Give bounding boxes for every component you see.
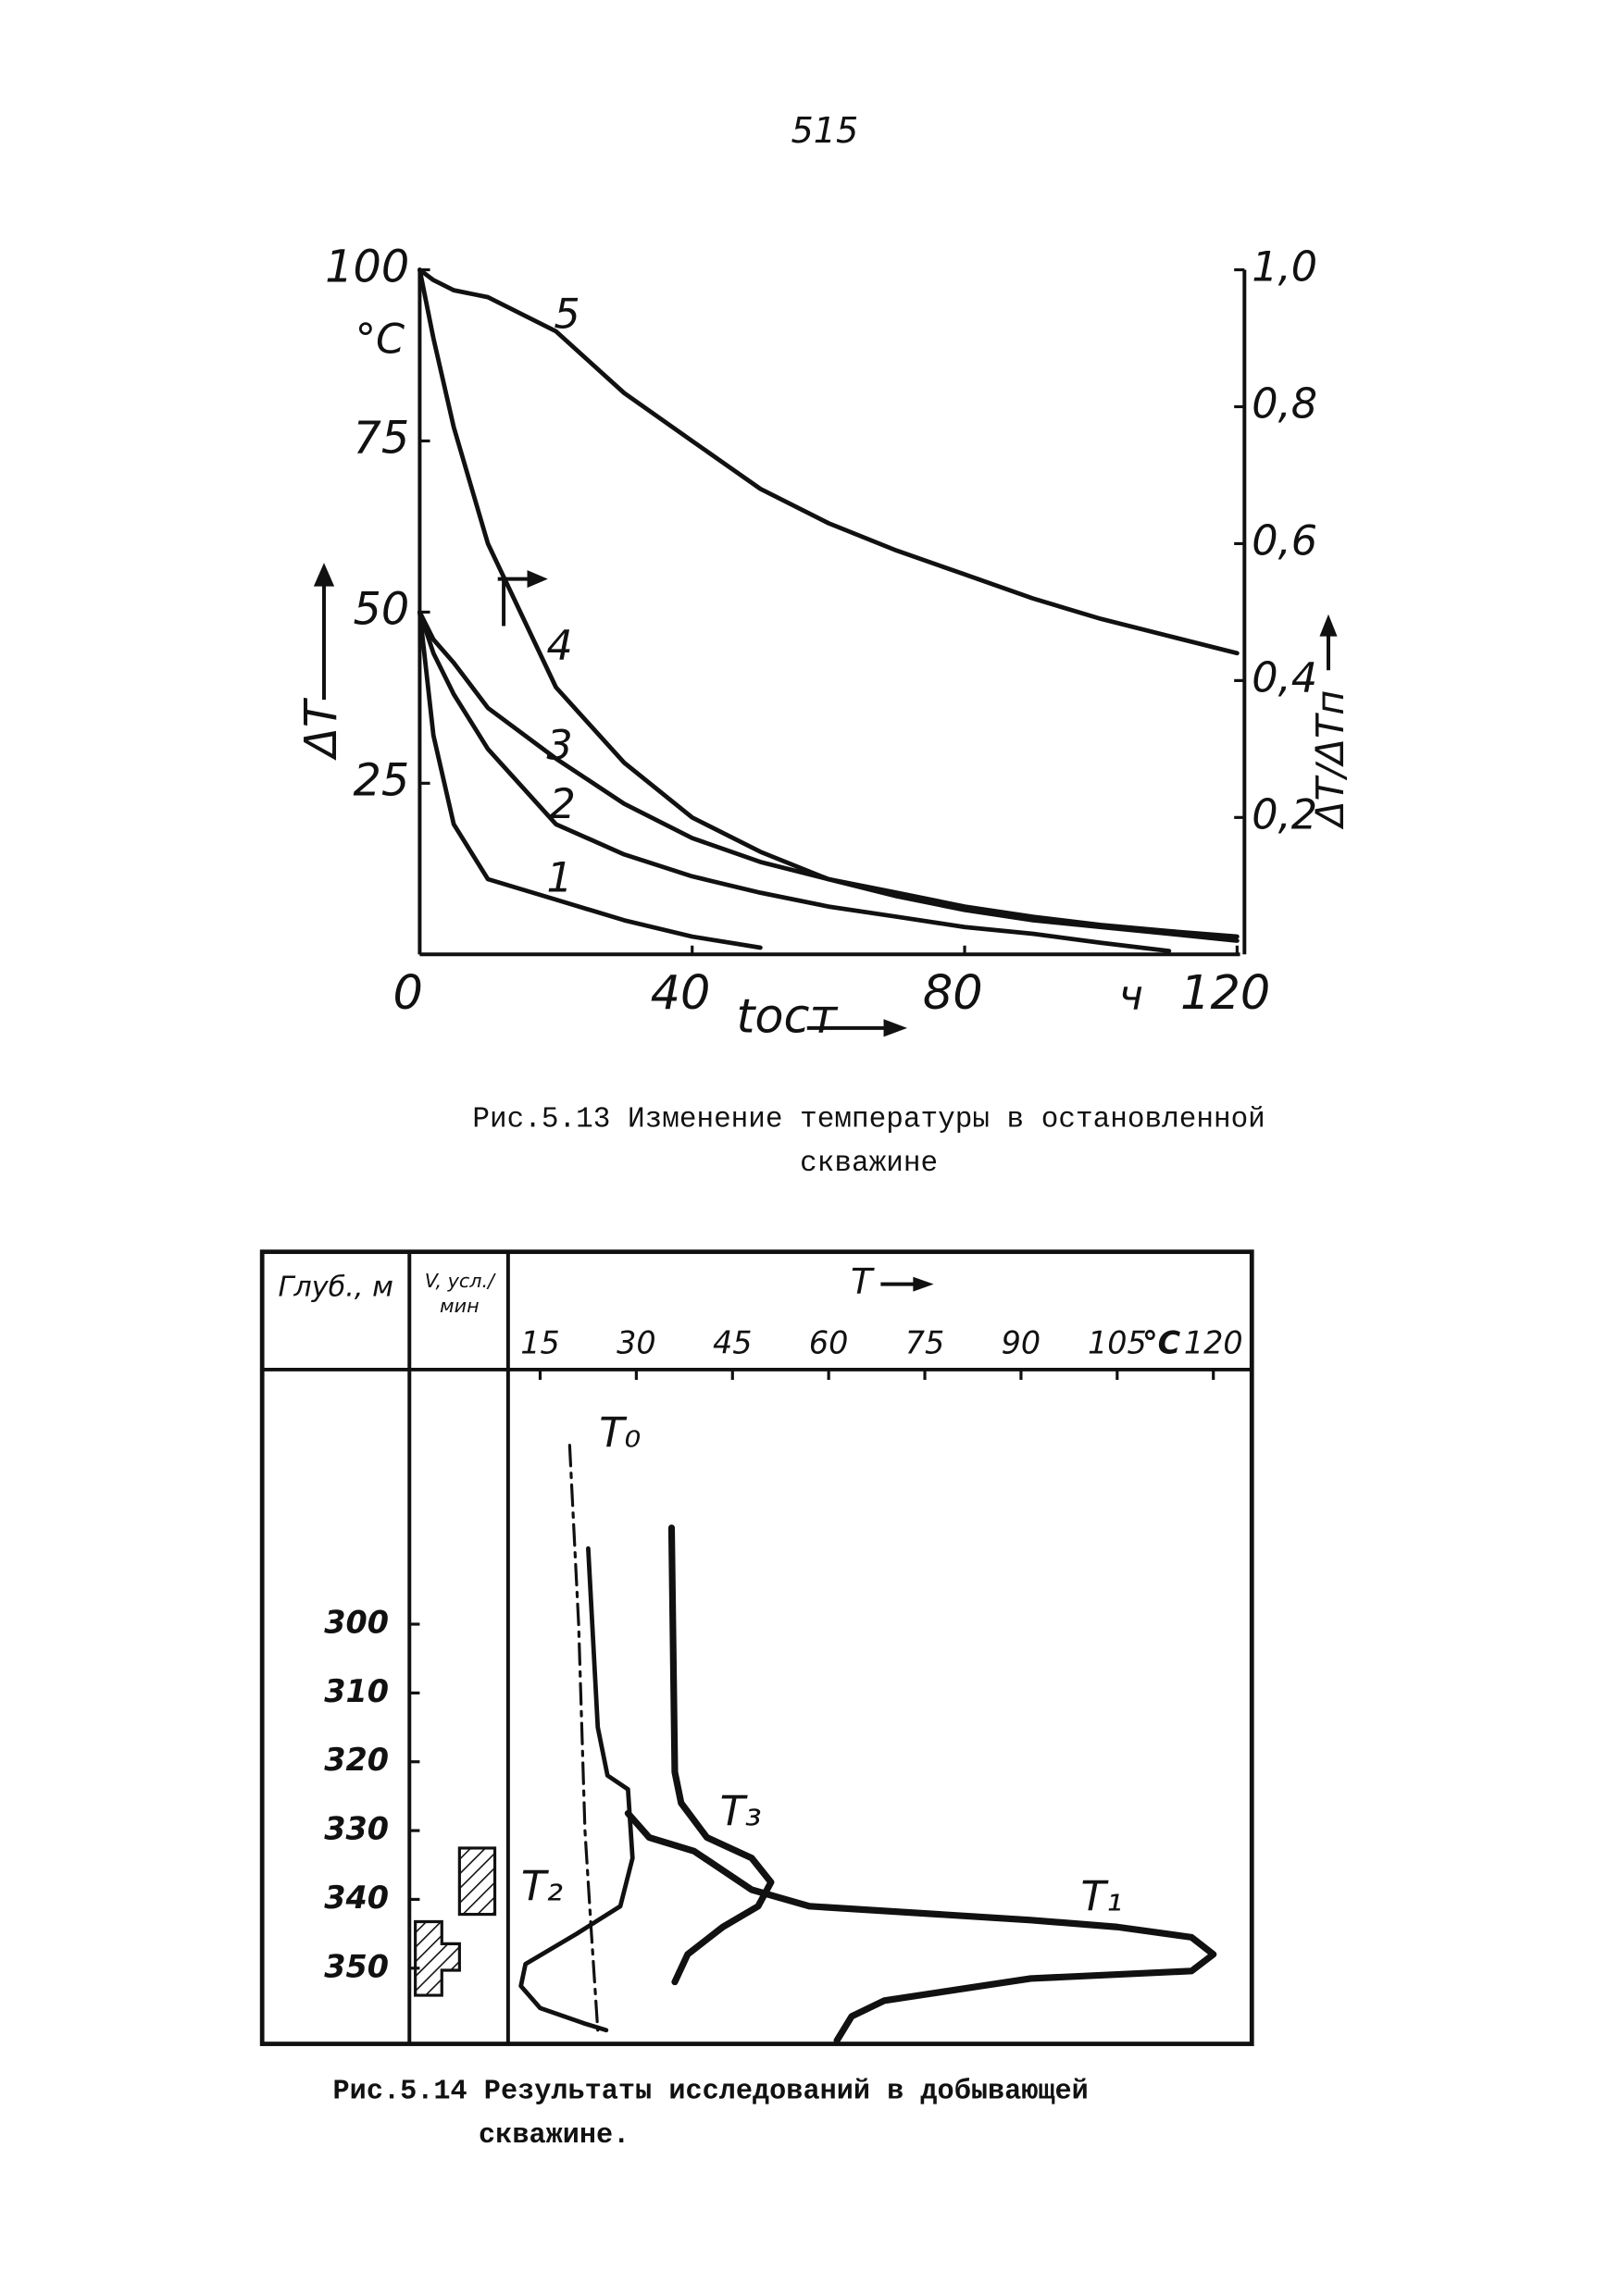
arrow-head: [527, 570, 548, 589]
curve-label: 3: [546, 722, 572, 770]
caption-box: Рис.5.14 Результаты исследований в добыв…: [332, 2074, 1089, 2152]
curve-label: T₀: [599, 1409, 641, 1458]
y-tick-label: 75: [354, 413, 410, 464]
x-tick-label: 120: [1184, 1324, 1243, 1360]
curve-label: T₁: [1080, 1873, 1122, 1921]
x-unit: ч: [1119, 972, 1143, 1020]
depth-header-box: Глуб., м: [278, 1271, 393, 1304]
y-tick-label: 310: [324, 1673, 389, 1709]
x-tick-label: 45: [713, 1324, 753, 1360]
y2-tick-label: 0,2: [1252, 790, 1317, 838]
y-tick-label: 300: [324, 1605, 389, 1641]
y-tick-label: 320: [324, 1742, 389, 1778]
curve: [417, 267, 1240, 939]
rate-header: V, усл./мин: [424, 1271, 494, 1319]
caption-box: Рис.5.13 Изменение температуры в останов…: [472, 1102, 1265, 1180]
y-unit: °C: [355, 315, 405, 363]
curve: [624, 1809, 1217, 2044]
y-tick-label: 340: [324, 1880, 389, 1916]
curve-label: 1: [546, 854, 572, 902]
y-tick-label: 25: [354, 755, 410, 806]
depth-header: Глуб., м: [278, 1271, 393, 1304]
curve: [567, 1444, 600, 2032]
rate-header-box: V, усл./мин: [424, 1271, 494, 1319]
y-label: ΔT: [296, 697, 347, 761]
x-tick-label: 80: [923, 966, 983, 1021]
y2-tick-label: 1,0: [1252, 243, 1317, 292]
x-tick-label: 40: [651, 966, 711, 1021]
curve: [417, 267, 1240, 656]
y2-tick-label: 0,6: [1252, 516, 1317, 565]
curve: [518, 1545, 635, 2033]
x-tick-label: 0: [393, 966, 422, 1021]
page-number: 515: [791, 111, 858, 152]
x-tick-label: 120: [1180, 966, 1270, 1021]
x-unit: °C: [1142, 1324, 1181, 1360]
arrow-head: [883, 1019, 907, 1037]
y-tick-label: 100: [325, 242, 409, 293]
y-tick-label: 350: [324, 1948, 389, 1984]
x-tick-label: 90: [1002, 1324, 1041, 1360]
arrow-head: [1319, 614, 1338, 637]
arrow-head: [313, 563, 335, 587]
curve-label: 5: [554, 290, 579, 338]
curve-label: T₃: [720, 1787, 762, 1835]
y2-label: ΔT/ΔTп: [1308, 690, 1352, 830]
y-tick-label: 50: [354, 584, 410, 635]
curve: [417, 610, 763, 950]
caption: Рис.5.13 Изменение температуры в останов…: [472, 1102, 1265, 1180]
x-tick-label: 15: [520, 1324, 560, 1360]
x-tick-label: 60: [809, 1324, 849, 1360]
caption: Рис.5.14 Результаты исследований в добыв…: [332, 2074, 1089, 2152]
x-label: T: [851, 1262, 875, 1303]
x-label: tост: [736, 989, 838, 1044]
arrow-head: [913, 1276, 934, 1292]
y-tick-label: 330: [324, 1811, 389, 1847]
curve-label: 2: [550, 780, 576, 828]
y2-tick-label: 0,8: [1252, 379, 1317, 428]
rate-interval: [457, 1846, 497, 1917]
table-frame: [259, 1249, 1254, 2046]
x-tick-label: 30: [617, 1324, 656, 1360]
y2-tick-label: 0,4: [1252, 653, 1317, 701]
curve: [417, 610, 1240, 943]
rate-interval: [414, 1919, 461, 1997]
curve-label: 4: [546, 621, 572, 669]
curve: [667, 1524, 775, 1986]
curve-label: T₂: [521, 1863, 563, 1911]
curve: [417, 610, 1172, 954]
x-tick-label: 75: [905, 1324, 945, 1360]
x-tick-label: 105: [1088, 1324, 1147, 1360]
